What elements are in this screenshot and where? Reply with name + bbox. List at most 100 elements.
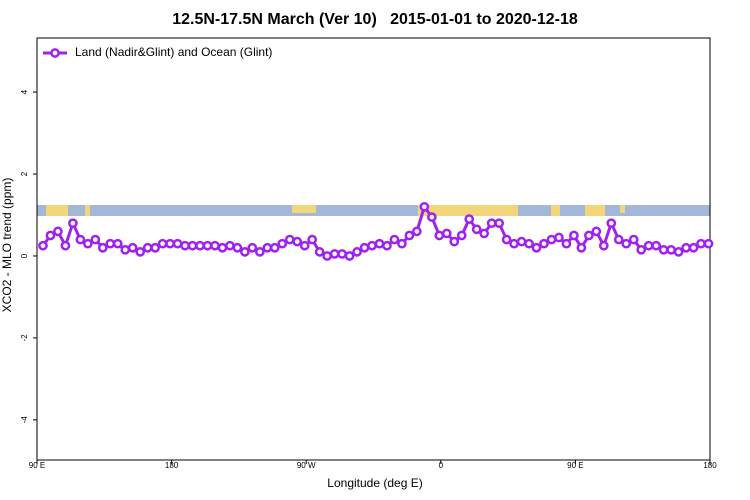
data-point <box>105 238 116 249</box>
ocean-band <box>37 205 710 216</box>
y-tick-label: -2 <box>20 334 29 342</box>
data-point <box>681 242 691 253</box>
data-point <box>307 234 318 245</box>
x-tick-label: 90 W <box>297 461 316 470</box>
data-point <box>299 240 310 251</box>
data-point <box>412 226 422 237</box>
data-point <box>613 234 624 245</box>
data-point <box>120 244 131 255</box>
data-point <box>628 234 639 245</box>
x-axis-label: Longitude (deg E) <box>327 476 422 490</box>
data-point <box>150 242 160 253</box>
data-point <box>90 234 101 245</box>
data-point <box>187 240 198 251</box>
data-point <box>292 236 303 247</box>
data-point <box>666 244 676 255</box>
data-point <box>441 228 452 239</box>
chart-title: 12.5N-17.5N March (Ver 10) 2015-01-01 to… <box>172 11 578 28</box>
data-point <box>180 240 190 251</box>
data-point <box>456 230 467 241</box>
land <box>585 205 605 216</box>
data-point <box>112 238 123 249</box>
data-point <box>127 242 138 253</box>
data-point <box>157 238 168 249</box>
data-point <box>598 240 609 251</box>
data-point <box>426 212 437 222</box>
data-point <box>142 242 153 253</box>
data-point <box>217 242 228 253</box>
data-point <box>165 238 175 249</box>
y-tick-label: 0 <box>20 253 29 258</box>
data-point <box>546 234 557 245</box>
data-point <box>38 240 48 251</box>
y-axis-label: XCO2 - MLO trend (ppm) <box>0 178 14 313</box>
land <box>620 205 625 213</box>
data-point <box>486 218 497 229</box>
data-point <box>703 238 714 249</box>
data-point <box>621 238 632 249</box>
data-point <box>367 240 377 251</box>
land <box>85 205 90 216</box>
land <box>551 205 560 216</box>
data-point <box>397 238 407 249</box>
data-point <box>449 236 460 247</box>
data-point <box>269 242 280 253</box>
data-point <box>225 240 235 251</box>
data-point <box>210 240 220 251</box>
x-tick-label: 90 E <box>567 461 583 470</box>
data-point <box>516 236 527 247</box>
data-point <box>359 242 370 253</box>
data-point <box>471 224 482 235</box>
legend-label: Land (Nadir&Glint) and Ocean (Glint) <box>75 45 272 59</box>
data-point <box>202 240 213 251</box>
x-tick-label: 180 <box>165 461 179 470</box>
x-tick-label: 180 <box>703 461 717 470</box>
data-point <box>636 244 647 255</box>
data-point <box>322 251 332 261</box>
data-point <box>329 249 340 259</box>
legend-marker <box>50 48 60 58</box>
data-point <box>277 238 288 249</box>
map-strip <box>37 205 710 216</box>
data-point <box>352 247 362 257</box>
x-tick-label: 90 E <box>29 461 45 470</box>
data-point <box>45 230 56 241</box>
data-point <box>494 218 504 229</box>
data-point <box>539 238 549 249</box>
data-point <box>195 240 205 251</box>
data-point <box>254 247 265 257</box>
data-point <box>591 226 602 237</box>
y-tick-label: 2 <box>20 171 29 176</box>
data-point <box>554 232 564 243</box>
data-point <box>382 240 392 251</box>
data-point <box>337 249 347 259</box>
plot-frame <box>36 37 711 461</box>
data-point <box>97 242 108 253</box>
data-point <box>60 240 71 251</box>
data-point <box>389 234 400 245</box>
data-point <box>434 230 445 241</box>
data-point <box>262 242 273 253</box>
data-point <box>569 230 579 241</box>
data-point <box>561 238 572 249</box>
data-point <box>524 238 534 249</box>
land <box>46 205 68 216</box>
data-point <box>172 238 183 249</box>
data-point <box>576 242 587 253</box>
y-tick-label: -4 <box>20 416 29 424</box>
data-point <box>240 247 250 257</box>
data-point <box>247 242 258 253</box>
x-tick-label: 0 <box>439 461 444 470</box>
data-point <box>501 234 512 245</box>
data-point <box>658 244 669 255</box>
land <box>418 205 518 216</box>
data-point <box>374 238 385 249</box>
data-point <box>479 228 490 239</box>
data-point <box>606 218 617 229</box>
data-point <box>75 234 86 245</box>
y-tick-label: 4 <box>20 89 29 94</box>
data-point <box>688 242 699 253</box>
data-point <box>68 218 78 229</box>
data-point <box>404 230 415 241</box>
